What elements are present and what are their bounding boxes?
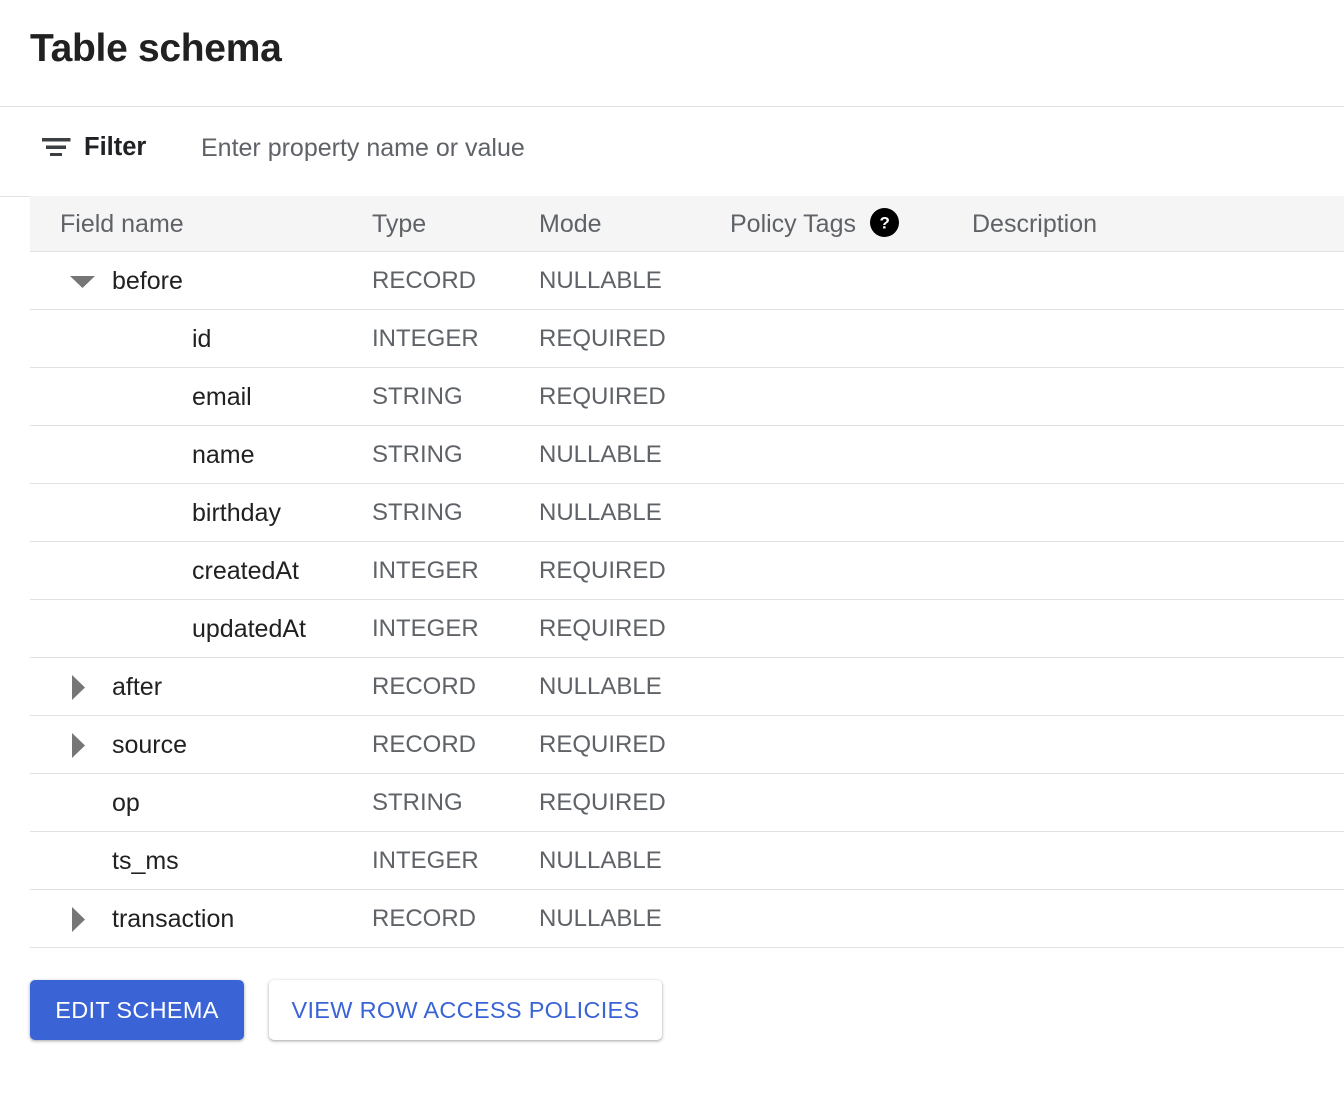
svg-text:?: ? [880,213,890,232]
